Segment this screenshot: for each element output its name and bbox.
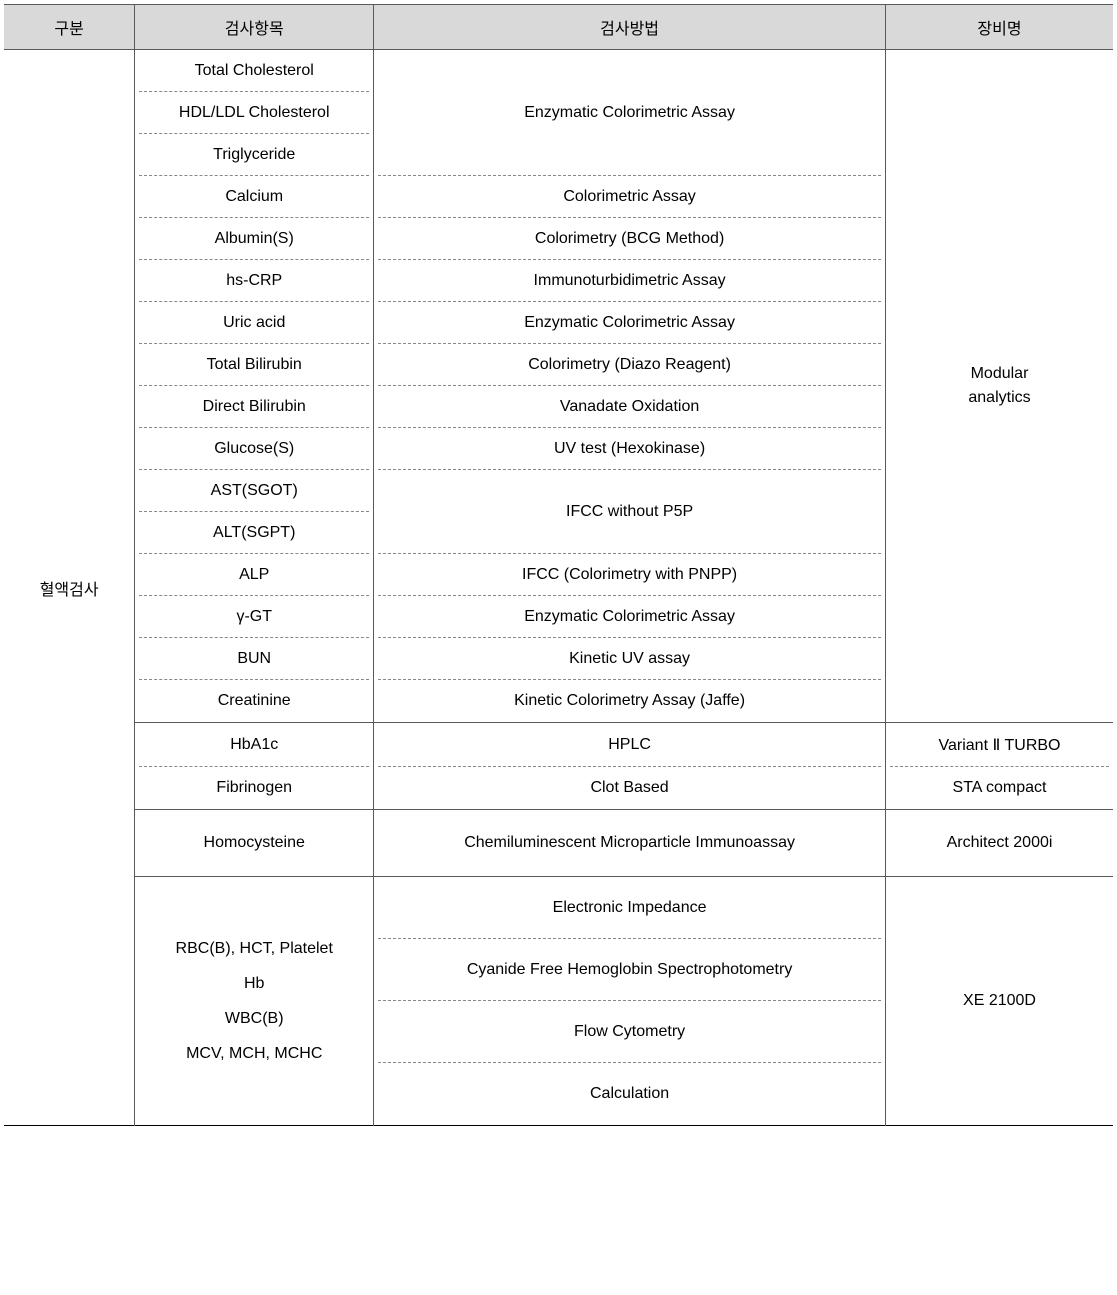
table-row: Homocysteine Chemiluminescent Microparti… [4,810,1113,877]
item-line: WBC(B) [225,1010,284,1027]
item-cell: Uric acid [135,302,374,344]
method-cell: Colorimetry (Diazo Reagent) [374,344,886,386]
method-cell: Immunoturbidimetric Assay [374,260,886,302]
col-header-item: 검사항목 [135,5,374,50]
item-cell: hs-CRP [135,260,374,302]
method-cell: Clot Based [374,767,886,810]
method-cell: Colorimetry (BCG Method) [374,218,886,260]
method-cell: Vanadate Oxidation [374,386,886,428]
item-cell: γ-GT [135,596,374,638]
equipment-cell: Variant Ⅱ TURBO [886,723,1114,768]
table-row: RBC(B), HCT, Platelet Hb WBC(B) MCV, MCH… [4,877,1113,940]
method-cell: Electronic Impedance [374,877,886,940]
item-cell: Total Cholesterol [135,50,374,93]
method-cell: Enzymatic Colorimetric Assay [374,596,886,638]
method-cell: Kinetic Colorimetry Assay (Jaffe) [374,680,886,723]
item-cell: AST(SGOT) [135,470,374,512]
col-header-equipment: 장비명 [886,5,1114,50]
item-cell: HbA1c [135,723,374,768]
col-header-method: 검사방법 [374,5,886,50]
test-methods-table: 구분 검사항목 검사방법 장비명 혈액검사 Total Cholesterol … [4,4,1113,1126]
item-line: Hb [244,975,264,992]
item-cell: BUN [135,638,374,680]
item-line: RBC(B), HCT, Platelet [176,940,333,957]
item-cell: Direct Bilirubin [135,386,374,428]
item-cell: ALT(SGPT) [135,512,374,554]
item-cell: Homocysteine [135,810,374,877]
equipment-cell: Architect 2000i [886,810,1114,877]
item-cell: ALP [135,554,374,596]
method-cell: Enzymatic Colorimetric Assay [374,50,886,177]
col-header-category: 구분 [4,5,135,50]
item-cell: RBC(B), HCT, Platelet Hb WBC(B) MCV, MCH… [135,877,374,1126]
method-cell: Cyanide Free Hemoglobin Spectrophotometr… [374,939,886,1001]
table-row: HbA1c HPLC Variant Ⅱ TURBO [4,723,1113,768]
table-row: 혈액검사 Total Cholesterol Enzymatic Colorim… [4,50,1113,93]
item-cell: Albumin(S) [135,218,374,260]
item-cell: HDL/LDL Cholesterol [135,92,374,134]
method-cell: Calculation [374,1063,886,1126]
method-cell: Chemiluminescent Microparticle Immunoass… [374,810,886,877]
method-cell: IFCC (Colorimetry with PNPP) [374,554,886,596]
equipment-cell: Modular analytics [886,50,1114,723]
method-cell: HPLC [374,723,886,768]
method-cell: UV test (Hexokinase) [374,428,886,470]
item-cell: Fibrinogen [135,767,374,810]
table-row: Fibrinogen Clot Based STA compact [4,767,1113,810]
method-cell: Flow Cytometry [374,1001,886,1063]
method-cell: Enzymatic Colorimetric Assay [374,302,886,344]
item-cell: Total Bilirubin [135,344,374,386]
category-cell: 혈액검사 [4,50,135,1126]
item-cell: Glucose(S) [135,428,374,470]
item-line: MCV, MCH, MCHC [186,1045,322,1062]
item-cell: Triglyceride [135,134,374,176]
method-cell: Colorimetric Assay [374,176,886,218]
equipment-cell: STA compact [886,767,1114,810]
method-cell: Kinetic UV assay [374,638,886,680]
method-cell: IFCC without P5P [374,470,886,554]
item-cell: Creatinine [135,680,374,723]
table-header-row: 구분 검사항목 검사방법 장비명 [4,5,1113,50]
item-cell: Calcium [135,176,374,218]
equipment-cell: XE 2100D [886,877,1114,1126]
